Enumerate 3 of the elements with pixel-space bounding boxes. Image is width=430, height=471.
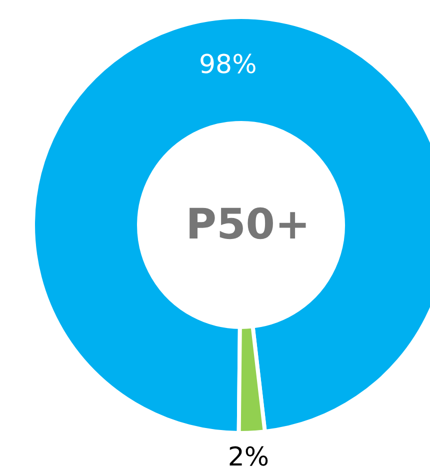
text: P50+ [186,200,310,248]
data-label: 98% [198,50,257,80]
data-label: 2% [228,442,270,471]
